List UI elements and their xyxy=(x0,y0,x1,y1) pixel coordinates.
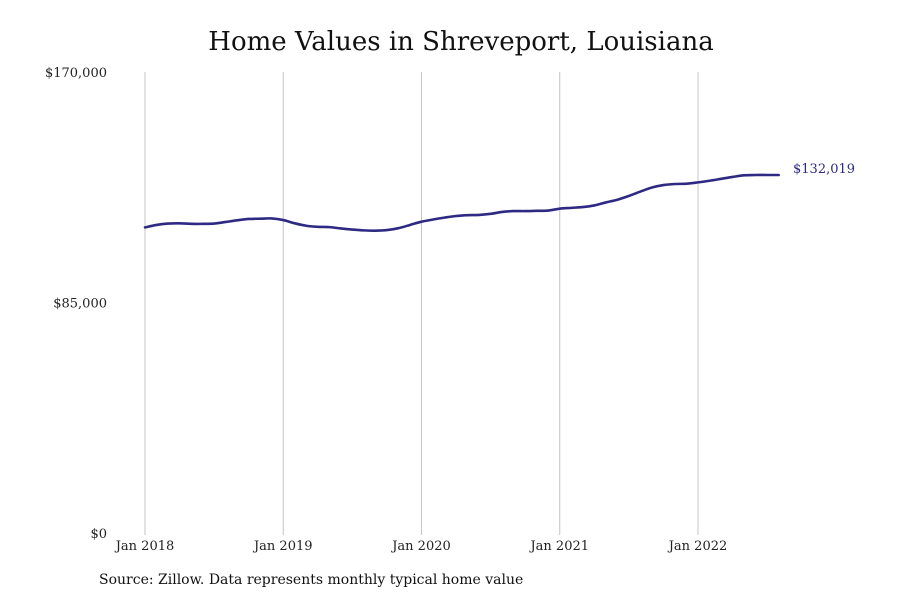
source-note: Source: Zillow. Data represents monthly … xyxy=(99,572,524,588)
y-tick-label: $0 xyxy=(90,527,107,542)
x-tick-label: Jan 2019 xyxy=(252,539,313,554)
x-tick-label: Jan 2018 xyxy=(114,539,175,554)
x-tick-label: Jan 2022 xyxy=(667,539,728,554)
gridlines xyxy=(144,72,699,535)
y-tick-label: $170,000 xyxy=(45,66,107,81)
y-tick-label: $85,000 xyxy=(53,297,107,312)
x-tick-label: Jan 2020 xyxy=(390,539,451,554)
y-axis: $0 $85,000 $170,000 xyxy=(45,66,107,542)
series-group: $132,019 xyxy=(143,162,855,232)
chart-title: Home Values in Shreveport, Louisiana xyxy=(208,27,714,57)
series-line xyxy=(143,173,780,232)
x-axis: Jan 2018 Jan 2019 Jan 2020 Jan 2021 Jan 2022 xyxy=(114,539,728,554)
x-tick-label: Jan 2021 xyxy=(528,539,589,554)
end-value-label: $132,019 xyxy=(793,162,855,177)
